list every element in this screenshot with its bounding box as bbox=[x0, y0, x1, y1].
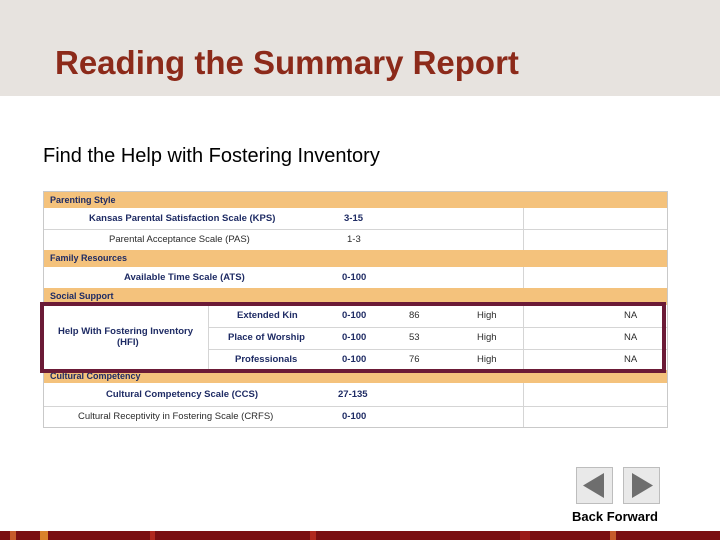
subscale-name: Professionals bbox=[235, 354, 298, 365]
column-divider bbox=[523, 305, 524, 370]
scale-name: Available Time Scale (ATS) bbox=[124, 272, 245, 283]
bottom-bar-accent bbox=[40, 531, 48, 540]
table-row-crfs: Cultural Receptivity in Fostering Scale … bbox=[44, 406, 667, 427]
subscale-score: 53 bbox=[409, 332, 420, 343]
bottom-bar-accent bbox=[10, 531, 16, 540]
hfi-subrow: Professionals 0-100 76 High NA bbox=[209, 349, 667, 370]
scale-name: Parental Acceptance Scale (PAS) bbox=[109, 234, 250, 245]
subscale-level: High bbox=[477, 332, 497, 343]
bottom-bar-accent bbox=[610, 531, 616, 540]
subscale-na: NA bbox=[624, 354, 638, 365]
column-divider bbox=[523, 267, 524, 288]
subscale-name: Extended Kin bbox=[237, 310, 298, 321]
scale-range: 27-135 bbox=[338, 389, 368, 400]
column-divider bbox=[523, 208, 524, 250]
back-button[interactable] bbox=[576, 467, 613, 504]
column-divider bbox=[523, 383, 524, 427]
section-social-support: Social Support bbox=[44, 288, 667, 305]
scale-name-line1: Help With Fostering Inventory bbox=[58, 326, 194, 337]
scale-name: Kansas Parental Satisfaction Scale (KPS) bbox=[89, 213, 276, 224]
subscale-level: High bbox=[477, 310, 497, 321]
table-row-ccs: Cultural Competency Scale (CCS) 27-135 bbox=[44, 383, 667, 407]
hfi-subrow: Extended Kin 0-100 86 High NA bbox=[209, 305, 667, 328]
column-divider bbox=[208, 305, 209, 370]
scale-name: Cultural Competency Scale (CCS) bbox=[106, 389, 259, 400]
table-row-kps: Kansas Parental Satisfaction Scale (KPS)… bbox=[44, 208, 667, 230]
scale-range: 3-15 bbox=[344, 213, 364, 224]
bottom-bar-accent bbox=[520, 531, 530, 540]
hfi-highlight-box bbox=[40, 302, 666, 373]
scale-name-line2: (HFI) bbox=[117, 337, 139, 348]
section-label: Social Support bbox=[50, 291, 114, 301]
section-parenting-style: Parenting Style bbox=[44, 192, 667, 208]
subscale-range: 0-100 bbox=[342, 332, 367, 343]
subscale-range: 0-100 bbox=[342, 354, 367, 365]
slide-subtitle: Find the Help with Fostering Inventory bbox=[43, 145, 380, 167]
section-cultural-competency: Cultural Competency bbox=[44, 370, 667, 383]
subscale-score: 86 bbox=[409, 310, 420, 321]
scale-name: Cultural Receptivity in Fostering Scale … bbox=[78, 411, 274, 422]
table-row-hfi: Help With Fostering Inventory (HFI) Exte… bbox=[44, 305, 667, 370]
scale-range: 0-100 bbox=[342, 411, 367, 422]
scale-range: 1-3 bbox=[347, 234, 361, 245]
triangle-right-icon bbox=[632, 473, 653, 498]
summary-report-table: Parenting Style Kansas Parental Satisfac… bbox=[43, 191, 668, 428]
bottom-bar-accent bbox=[310, 531, 316, 540]
section-label: Cultural Competency bbox=[50, 371, 141, 381]
section-label: Family Resources bbox=[50, 253, 128, 263]
table-row-pas: Parental Acceptance Scale (PAS) 1-3 bbox=[44, 229, 667, 251]
subscale-na: NA bbox=[624, 310, 638, 321]
forward-button[interactable] bbox=[623, 467, 660, 504]
bottom-bar bbox=[0, 531, 720, 540]
section-family-resources: Family Resources bbox=[44, 250, 667, 267]
subscale-score: 76 bbox=[409, 354, 420, 365]
subscale-na: NA bbox=[624, 332, 638, 343]
scale-range: 0-100 bbox=[342, 272, 367, 283]
table-row-ats: Available Time Scale (ATS) 0-100 bbox=[44, 267, 667, 289]
subscale-range: 0-100 bbox=[342, 310, 367, 321]
subscale-level: High bbox=[477, 354, 497, 365]
triangle-left-icon bbox=[583, 473, 604, 498]
nav-label: Back Forward bbox=[572, 509, 658, 524]
section-label: Parenting Style bbox=[50, 195, 116, 205]
subscale-name: Place of Worship bbox=[228, 332, 305, 343]
bottom-bar-accent bbox=[150, 531, 155, 540]
title-banner bbox=[0, 0, 720, 96]
hfi-subrow: Place of Worship 0-100 53 High NA bbox=[209, 327, 667, 350]
slide-title: Reading the Summary Report bbox=[55, 44, 519, 81]
